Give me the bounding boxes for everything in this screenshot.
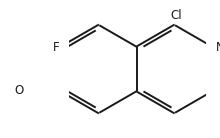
Text: Cl: Cl [170,9,182,22]
Text: F: F [52,41,59,54]
Text: O: O [14,84,24,97]
Text: N: N [215,41,220,54]
